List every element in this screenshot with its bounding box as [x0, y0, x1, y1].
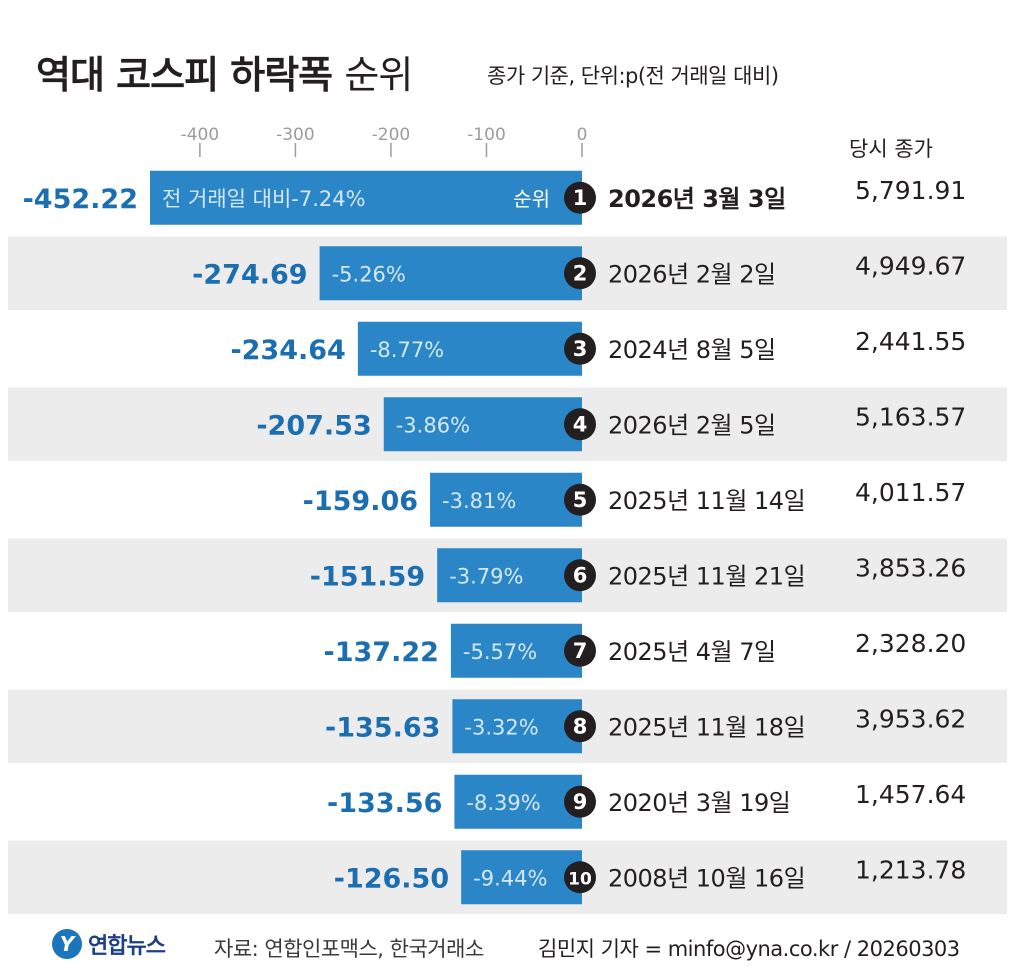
- row-date: 2025년 11월 21일: [608, 562, 805, 590]
- axis-tick-label: -400: [181, 125, 220, 145]
- row-date: 2025년 4월 7일: [608, 638, 776, 666]
- bar-value-label: -274.69: [192, 259, 307, 290]
- axis-tick-label: -100: [467, 125, 506, 145]
- rank-number: 10: [568, 869, 592, 889]
- chart-title-suffix: 순위: [344, 53, 413, 97]
- bar-value-label: -207.53: [256, 410, 371, 441]
- row-date: 2020년 3월 19일: [608, 789, 790, 817]
- rank-badge: [564, 559, 596, 592]
- data-bar: [383, 397, 582, 452]
- unit-note: 종가 기준, 단위:p(전 거래일 대비): [487, 64, 779, 88]
- row-date: 2025년 11월 18일: [608, 713, 805, 741]
- axis-tick-label: 0: [577, 125, 588, 145]
- source-note: 자료: 연합인포맥스, 한국거래소: [214, 937, 484, 961]
- bar-pct-label: -9.44%: [473, 866, 547, 890]
- bar-value-label: -135.63: [325, 712, 440, 743]
- row-close-value: 2,328.20: [855, 629, 966, 658]
- data-bar: [461, 850, 582, 905]
- row-close-value: 4,949.67: [855, 251, 966, 280]
- row-close-value: 1,457.64: [855, 780, 966, 809]
- rank-number: 7: [573, 639, 588, 663]
- rank-badge: [564, 861, 596, 894]
- bar-pct-label: -8.39%: [466, 791, 540, 815]
- bar-value-label: -234.64: [230, 335, 345, 366]
- row-date: 2024년 8월 5일: [608, 336, 776, 364]
- rank-badge: [564, 634, 596, 667]
- row-close-value: 3,853.26: [855, 553, 966, 582]
- rank-badge: [564, 710, 596, 743]
- axis-tick-label: -200: [372, 125, 411, 145]
- rank-number: 5: [573, 488, 588, 512]
- row-date: 2026년 2월 5일: [608, 411, 776, 439]
- rank-badge: [564, 483, 596, 516]
- row-close-value: 2,441.55: [855, 327, 966, 356]
- rank-number: 3: [573, 337, 588, 361]
- row-close-value: 5,163.57: [855, 402, 966, 431]
- bar-value-label: -159.06: [303, 486, 418, 517]
- logo-text: 연합뉴스: [88, 934, 166, 959]
- bar-pct-label: -3.86%: [396, 413, 470, 437]
- logo-mark-icon: Y: [52, 929, 82, 959]
- data-bar: [150, 170, 582, 225]
- bar-value-label: -151.59: [310, 561, 425, 592]
- rank-number: 1: [573, 186, 588, 210]
- rank-number: 8: [573, 714, 588, 738]
- data-bar: [357, 321, 582, 376]
- bar-value-label: -137.22: [324, 637, 439, 668]
- bar-pct-label: -3.81%: [442, 489, 516, 513]
- data-bar: [430, 472, 582, 527]
- row-date: 2008년 10월 16일: [608, 864, 805, 892]
- rank-badge: [564, 785, 596, 818]
- reporter-credit: 김민지 기자 = minfo@yna.co.kr / 20260303: [538, 937, 960, 961]
- row-date: 2026년 2월 2일: [608, 260, 776, 288]
- rank-badge: [564, 181, 596, 214]
- data-bar: [450, 623, 582, 678]
- row-date: 2026년 3월 3일: [608, 185, 786, 213]
- rank-badge: [564, 408, 596, 441]
- rank-number: 9: [573, 790, 588, 814]
- data-bar: [437, 548, 582, 603]
- rank-header-label: 순위: [513, 187, 550, 211]
- axis-tick-label: -300: [276, 125, 315, 145]
- bar-pct-label: -5.26%: [332, 262, 406, 286]
- close-column-header: 당시 종가: [849, 137, 933, 161]
- bar-pct-label: -5.57%: [463, 640, 537, 664]
- bar-pct-label: -3.79%: [449, 564, 523, 588]
- rank-number: 6: [573, 563, 588, 587]
- rank-number: 4: [573, 412, 588, 436]
- rank-badge: [564, 332, 596, 365]
- bar-value-label: -452.22: [23, 184, 138, 215]
- bar-pct-label: -3.32%: [464, 715, 538, 739]
- row-close-value: 4,011.57: [855, 478, 966, 507]
- bar-value-label: -126.50: [334, 863, 449, 894]
- chart-title: 역대 코스피 하락폭 순위: [36, 44, 413, 99]
- row-close-value: 5,791.91: [855, 176, 966, 205]
- row-date: 2025년 11월 14일: [608, 487, 805, 515]
- rank-badge: [564, 257, 596, 290]
- bar-pct-label: 전 거래일 대비-7.24%: [162, 187, 366, 211]
- row-close-value: 1,213.78: [855, 855, 966, 884]
- data-bar: [454, 774, 582, 829]
- publisher-logo: Y 연합뉴스: [52, 928, 166, 960]
- bar-pct-label: -8.77%: [370, 338, 444, 362]
- rank-number: 2: [573, 261, 588, 285]
- data-bar: [452, 699, 582, 754]
- row-close-value: 3,953.62: [855, 704, 966, 733]
- data-bar: [319, 246, 582, 301]
- bar-value-label: -133.56: [327, 788, 442, 819]
- chart-title-main: 역대 코스피 하락폭: [36, 53, 333, 97]
